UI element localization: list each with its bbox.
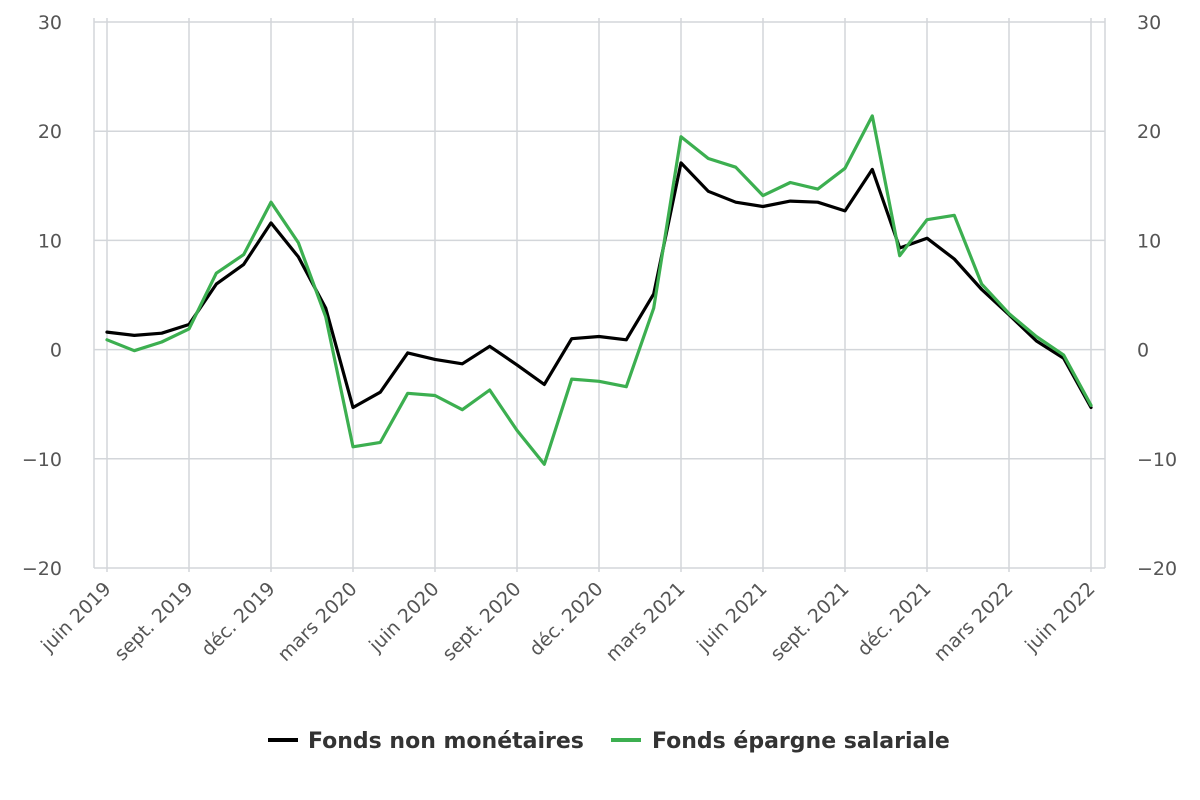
x-tick-label: déc. 2020 (525, 578, 607, 660)
y-tick-label-right: 30 (1137, 12, 1161, 34)
x-tick-label: juin 2020 (364, 578, 443, 657)
y-tick-label-right: −10 (1137, 449, 1177, 471)
x-tick-label: mars 2020 (274, 578, 362, 666)
legend-item: Fonds épargne salariale (611, 729, 950, 754)
y-tick-label-right: 0 (1137, 340, 1149, 362)
x-tick-label: mars 2021 (602, 578, 690, 666)
y-tick-label-right: −20 (1137, 558, 1177, 580)
x-tick-label: sept. 2020 (438, 578, 525, 665)
legend: Fonds non monétaires Fonds épargne salari… (268, 729, 950, 754)
series-line-fonds-non-monetaires (105, 161, 1093, 410)
x-tick-label: déc. 2021 (853, 578, 935, 660)
y-tick-label-left: 0 (50, 340, 62, 362)
x-tick-label: juin 2021 (692, 578, 771, 657)
grid-layer (93, 18, 1106, 572)
series-layer (105, 114, 1093, 466)
y-tick-label-left: −10 (22, 449, 62, 471)
y-tick-label-left: 30 (38, 12, 62, 34)
legend-label: Fonds non monétaires (308, 729, 584, 754)
x-tick-label: sept. 2021 (766, 578, 853, 665)
y-tick-label-right: 20 (1137, 121, 1161, 143)
legend-item: Fonds non monétaires (268, 729, 584, 754)
y-tick-label-right: 10 (1137, 230, 1161, 252)
x-tick-label: juin 2019 (36, 578, 115, 657)
y-tick-label-left: 20 (38, 121, 62, 143)
y-tick-label-left: −20 (22, 558, 62, 580)
x-tick-label: sept. 2019 (110, 578, 197, 665)
x-tick-label: déc. 2019 (197, 578, 279, 660)
series-line-fonds-epargne-salariale (105, 114, 1093, 466)
x-tick-label: mars 2022 (930, 578, 1018, 666)
x-tick-label: juin 2022 (1020, 578, 1099, 657)
y-tick-label-left: 10 (38, 230, 62, 252)
legend-label: Fonds épargne salariale (652, 729, 950, 754)
